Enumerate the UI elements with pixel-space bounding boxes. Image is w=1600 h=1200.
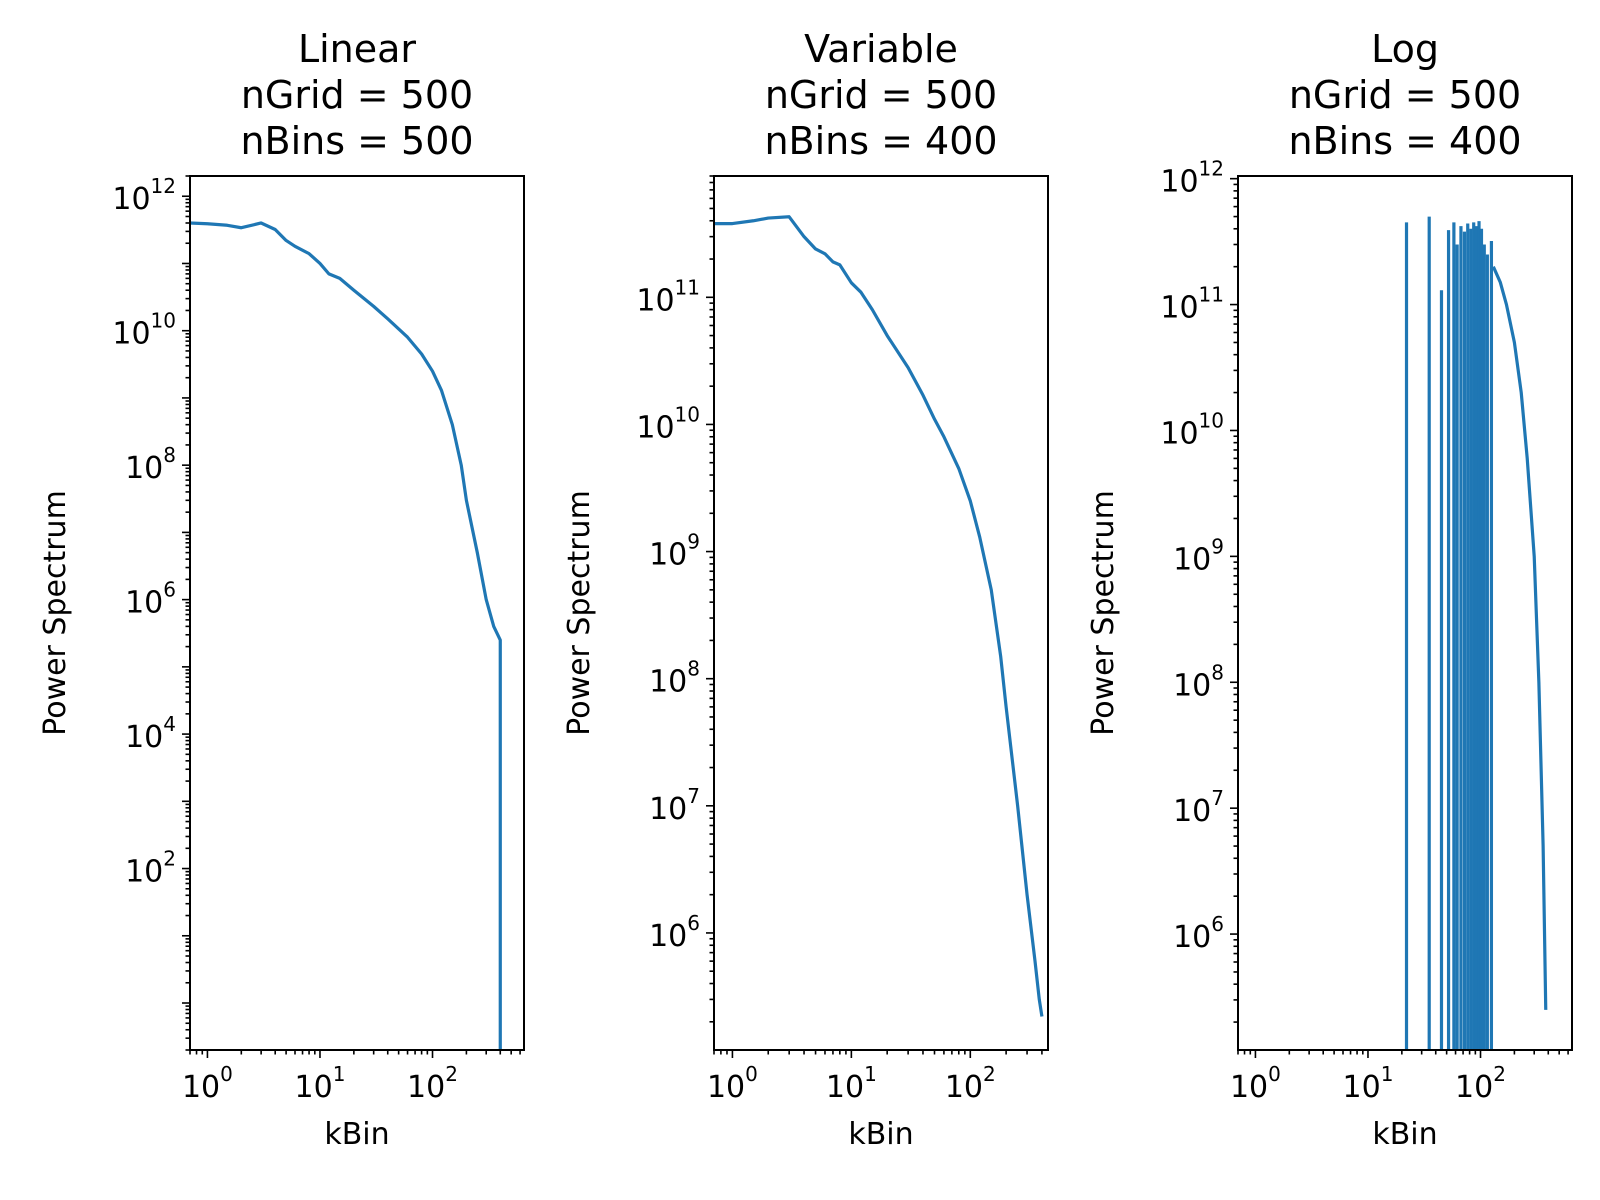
panel-2-x-axis-label: kBin <box>848 1117 913 1152</box>
panel-3-y-tick-label-6: 1011 <box>1160 282 1224 325</box>
panel-1-x-tick-label-1: 100 <box>182 1062 233 1105</box>
panel-2-y-tick-label-2: 107 <box>649 783 700 826</box>
panel-2-title-line-3: nBins = 400 <box>764 119 997 163</box>
panel-2-frame <box>713 175 1049 1051</box>
panel-2-y-tick-label-3: 108 <box>649 656 700 699</box>
panel-1-data <box>190 221 502 1050</box>
panel-3-x-axis: 100 101 102 <box>1230 1050 1569 1105</box>
panel-3-y-tick-label-4: 109 <box>1173 534 1224 577</box>
panel-1-x-tick-label-3: 102 <box>407 1062 458 1105</box>
panel-3-x-tick-label-1: 100 <box>1230 1062 1281 1105</box>
svg-text:106: 106 <box>649 910 700 953</box>
panel-3-title-line-3: nBins = 400 <box>1288 119 1521 163</box>
panel-2-series-line <box>714 215 1044 1017</box>
panel-1-x-axis: 100 101 102 <box>182 1050 521 1105</box>
panel-2-y-tick-label-4: 109 <box>649 529 700 572</box>
svg-text:106: 106 <box>1173 912 1224 955</box>
panel-3-data <box>1404 216 1548 1050</box>
panel-3-title-line-2: nGrid = 500 <box>1289 73 1521 117</box>
svg-text:104: 104 <box>125 712 176 755</box>
panel-1-y-tick-label-5: 1010 <box>112 308 176 351</box>
panel-1-title-line-3: nBins = 500 <box>240 119 473 163</box>
panel-3-x-tick-label-3: 102 <box>1455 1062 1506 1105</box>
panel-3-x-axis-label: kBin <box>1372 1117 1437 1152</box>
panel-1-title-line-1: Linear <box>298 27 416 71</box>
svg-text:106: 106 <box>125 577 176 620</box>
panel-3-y-tick-label-7: 1012 <box>1160 156 1224 199</box>
svg-text:1012: 1012 <box>112 174 176 217</box>
panel-2-x-tick-label-1: 100 <box>707 1062 758 1105</box>
svg-text:107: 107 <box>649 783 700 826</box>
panel-3-y-tick-label-3: 108 <box>1173 660 1224 703</box>
panel-3-y-tick-label-2: 107 <box>1173 786 1224 829</box>
svg-text:1011: 1011 <box>1160 282 1224 325</box>
panel-2-data <box>714 215 1044 1017</box>
svg-text:108: 108 <box>1173 660 1224 703</box>
svg-text:102: 102 <box>945 1062 996 1105</box>
svg-text:1011: 1011 <box>636 275 700 318</box>
panel-3-y-axis-label: Power Spectrum <box>1086 490 1121 736</box>
panel-2-y-tick-label-5: 1010 <box>636 402 700 445</box>
svg-text:1010: 1010 <box>112 308 176 351</box>
panel-3-series-line <box>1491 266 1548 1010</box>
panel-1-y-tick-label-3: 106 <box>125 577 176 620</box>
panel-1-y-axis: 102 104 106 108 1010 1012 <box>112 174 190 1051</box>
panel-2-title-line-1: Variable <box>804 27 958 71</box>
svg-text:1010: 1010 <box>1160 408 1224 451</box>
svg-text:102: 102 <box>1455 1062 1506 1105</box>
svg-text:109: 109 <box>1173 534 1224 577</box>
panel-3-y-tick-label-1: 106 <box>1173 912 1224 955</box>
panel-1-series-line <box>190 221 502 1050</box>
panel-1-y-axis-label: Power Spectrum <box>38 490 73 736</box>
panel-3-frame <box>1237 175 1573 1051</box>
panel-2-y-tick-label-6: 1011 <box>636 275 700 318</box>
svg-text:100: 100 <box>182 1062 233 1105</box>
svg-text:102: 102 <box>407 1062 458 1105</box>
svg-text:109: 109 <box>649 529 700 572</box>
panel-2-x-tick-label-3: 102 <box>945 1062 996 1105</box>
panel-3-x-tick-label-2: 101 <box>1343 1062 1394 1105</box>
svg-text:107: 107 <box>1173 786 1224 829</box>
svg-text:100: 100 <box>1230 1062 1281 1105</box>
svg-text:108: 108 <box>649 656 700 699</box>
svg-text:1012: 1012 <box>1160 156 1224 199</box>
svg-text:100: 100 <box>707 1062 758 1105</box>
svg-text:101: 101 <box>826 1062 877 1105</box>
panel-1-x-tick-label-2: 101 <box>295 1062 346 1105</box>
panel-2-y-tick-label-1: 106 <box>649 910 700 953</box>
panel-2-x-tick-label-2: 101 <box>826 1062 877 1105</box>
panel-2-title-line-2: nGrid = 500 <box>765 73 997 117</box>
panel-2-y-axis: 106 107 108 109 1010 1011 <box>636 175 714 1023</box>
panel-1-y-tick-label-1: 102 <box>125 846 176 889</box>
panel-2-x-axis: 100 101 102 <box>707 1050 1043 1105</box>
panel-1-y-tick-label-6: 1012 <box>112 174 176 217</box>
panel-1-y-tick-label-4: 108 <box>125 443 176 486</box>
panel-3-y-tick-label-5: 1010 <box>1160 408 1224 451</box>
panel-1-x-axis-label: kBin <box>324 1117 389 1152</box>
panel-1-frame <box>189 175 525 1051</box>
panel-3-title-line-1: Log <box>1371 27 1439 71</box>
svg-text:1010: 1010 <box>636 402 700 445</box>
panel-3-y-axis: 106 107 108 109 1010 1011 1012 <box>1160 156 1238 1023</box>
svg-text:101: 101 <box>1343 1062 1394 1105</box>
svg-text:108: 108 <box>125 443 176 486</box>
svg-text:102: 102 <box>125 846 176 889</box>
panel-1-title-line-2: nGrid = 500 <box>241 73 473 117</box>
svg-text:101: 101 <box>295 1062 346 1105</box>
panel-2-y-axis-label: Power Spectrum <box>562 490 597 736</box>
panel-1-y-tick-label-2: 104 <box>125 712 176 755</box>
